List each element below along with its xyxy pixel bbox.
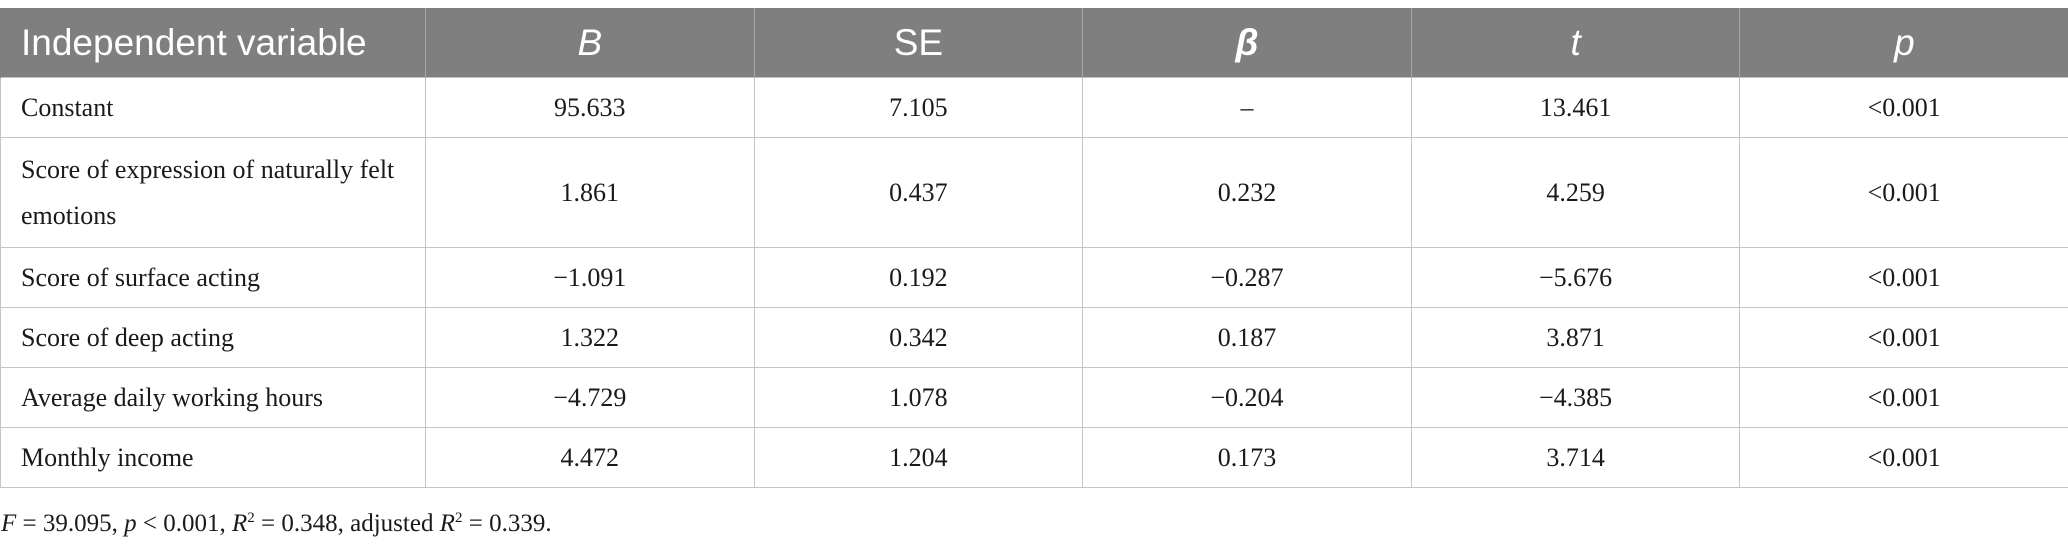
- cell-variable: Constant: [0, 77, 426, 138]
- table-header: Independent variable B SE β t p: [0, 8, 2068, 78]
- table-row: Score of deep acting 1.322 0.342 0.187 3…: [0, 307, 2068, 368]
- footnote-adj-r2-label: R: [439, 510, 455, 537]
- header-beta: β: [1082, 8, 1412, 78]
- footnote-r2-label: R: [232, 510, 248, 537]
- cell-p: <0.001: [1739, 247, 2068, 308]
- cell-beta: −0.204: [1082, 367, 1412, 428]
- header-independent-variable: Independent variable: [0, 8, 426, 78]
- header-p: p: [1739, 8, 2068, 78]
- cell-beta: –: [1082, 77, 1412, 138]
- cell-se: 1.204: [753, 427, 1084, 488]
- cell-t: 13.461: [1410, 77, 1741, 138]
- table-body: Constant 95.633 7.105 – 13.461 <0.001 Sc…: [0, 77, 2068, 488]
- cell-beta: 0.187: [1082, 307, 1412, 368]
- cell-se: 0.437: [753, 137, 1084, 248]
- cell-b: 1.322: [425, 307, 755, 368]
- cell-t: −5.676: [1410, 247, 1741, 308]
- header-se: SE: [753, 8, 1083, 78]
- cell-b: −4.729: [425, 367, 755, 428]
- cell-p: <0.001: [1739, 307, 2068, 368]
- cell-se: 1.078: [753, 367, 1084, 428]
- cell-t: −4.385: [1410, 367, 1741, 428]
- footnote-adj-r2-value: = 0.339.: [462, 510, 552, 537]
- footnote-r2-superscript: 2: [247, 510, 255, 526]
- cell-b: −1.091: [425, 247, 755, 308]
- footnote-f-label: F: [1, 510, 17, 537]
- cell-p: <0.001: [1739, 427, 2068, 488]
- footnote-p-value: < 0.001,: [136, 510, 232, 537]
- cell-se: 7.105: [753, 77, 1084, 138]
- regression-table: Independent variable B SE β t p Constant…: [0, 8, 2068, 488]
- cell-b: 1.861: [425, 137, 755, 248]
- cell-se: 0.342: [753, 307, 1084, 368]
- header-row: Independent variable B SE β t p: [0, 8, 2068, 78]
- cell-t: 3.871: [1410, 307, 1741, 368]
- cell-variable: Average daily working hours: [0, 367, 426, 428]
- cell-p: <0.001: [1739, 367, 2068, 428]
- cell-se: 0.192: [753, 247, 1084, 308]
- cell-b: 95.633: [425, 77, 755, 138]
- cell-variable: Score of expression of naturally felt em…: [0, 137, 426, 248]
- header-b: B: [425, 8, 755, 78]
- header-t: t: [1410, 8, 1740, 78]
- table-row: Score of expression of naturally felt em…: [0, 137, 2068, 248]
- table-row: Monthly income 4.472 1.204 0.173 3.714 <…: [0, 427, 2068, 488]
- table-row: Average daily working hours −4.729 1.078…: [0, 367, 2068, 428]
- cell-beta: 0.173: [1082, 427, 1412, 488]
- cell-t: 3.714: [1410, 427, 1741, 488]
- cell-b: 4.472: [425, 427, 755, 488]
- cell-p: <0.001: [1739, 77, 2068, 138]
- cell-p: <0.001: [1739, 137, 2068, 248]
- table-footnote: F = 39.095, p < 0.001, R2 = 0.348, adjus…: [1, 510, 552, 538]
- cell-variable: Score of deep acting: [0, 307, 426, 368]
- cell-variable: Score of surface acting: [0, 247, 426, 308]
- cell-beta: −0.287: [1082, 247, 1412, 308]
- footnote-adj-r2-superscript: 2: [454, 510, 463, 526]
- footnote-p-label: p: [124, 510, 137, 537]
- cell-t: 4.259: [1410, 137, 1741, 248]
- footnote-f-value: = 39.095,: [16, 510, 125, 537]
- table-row: Score of surface acting −1.091 0.192 −0.…: [0, 247, 2068, 308]
- cell-beta: 0.232: [1082, 137, 1412, 248]
- table-row: Constant 95.633 7.105 – 13.461 <0.001: [0, 77, 2068, 138]
- cell-variable: Monthly income: [0, 427, 426, 488]
- footnote-r2-value: = 0.348, adjusted: [254, 510, 440, 537]
